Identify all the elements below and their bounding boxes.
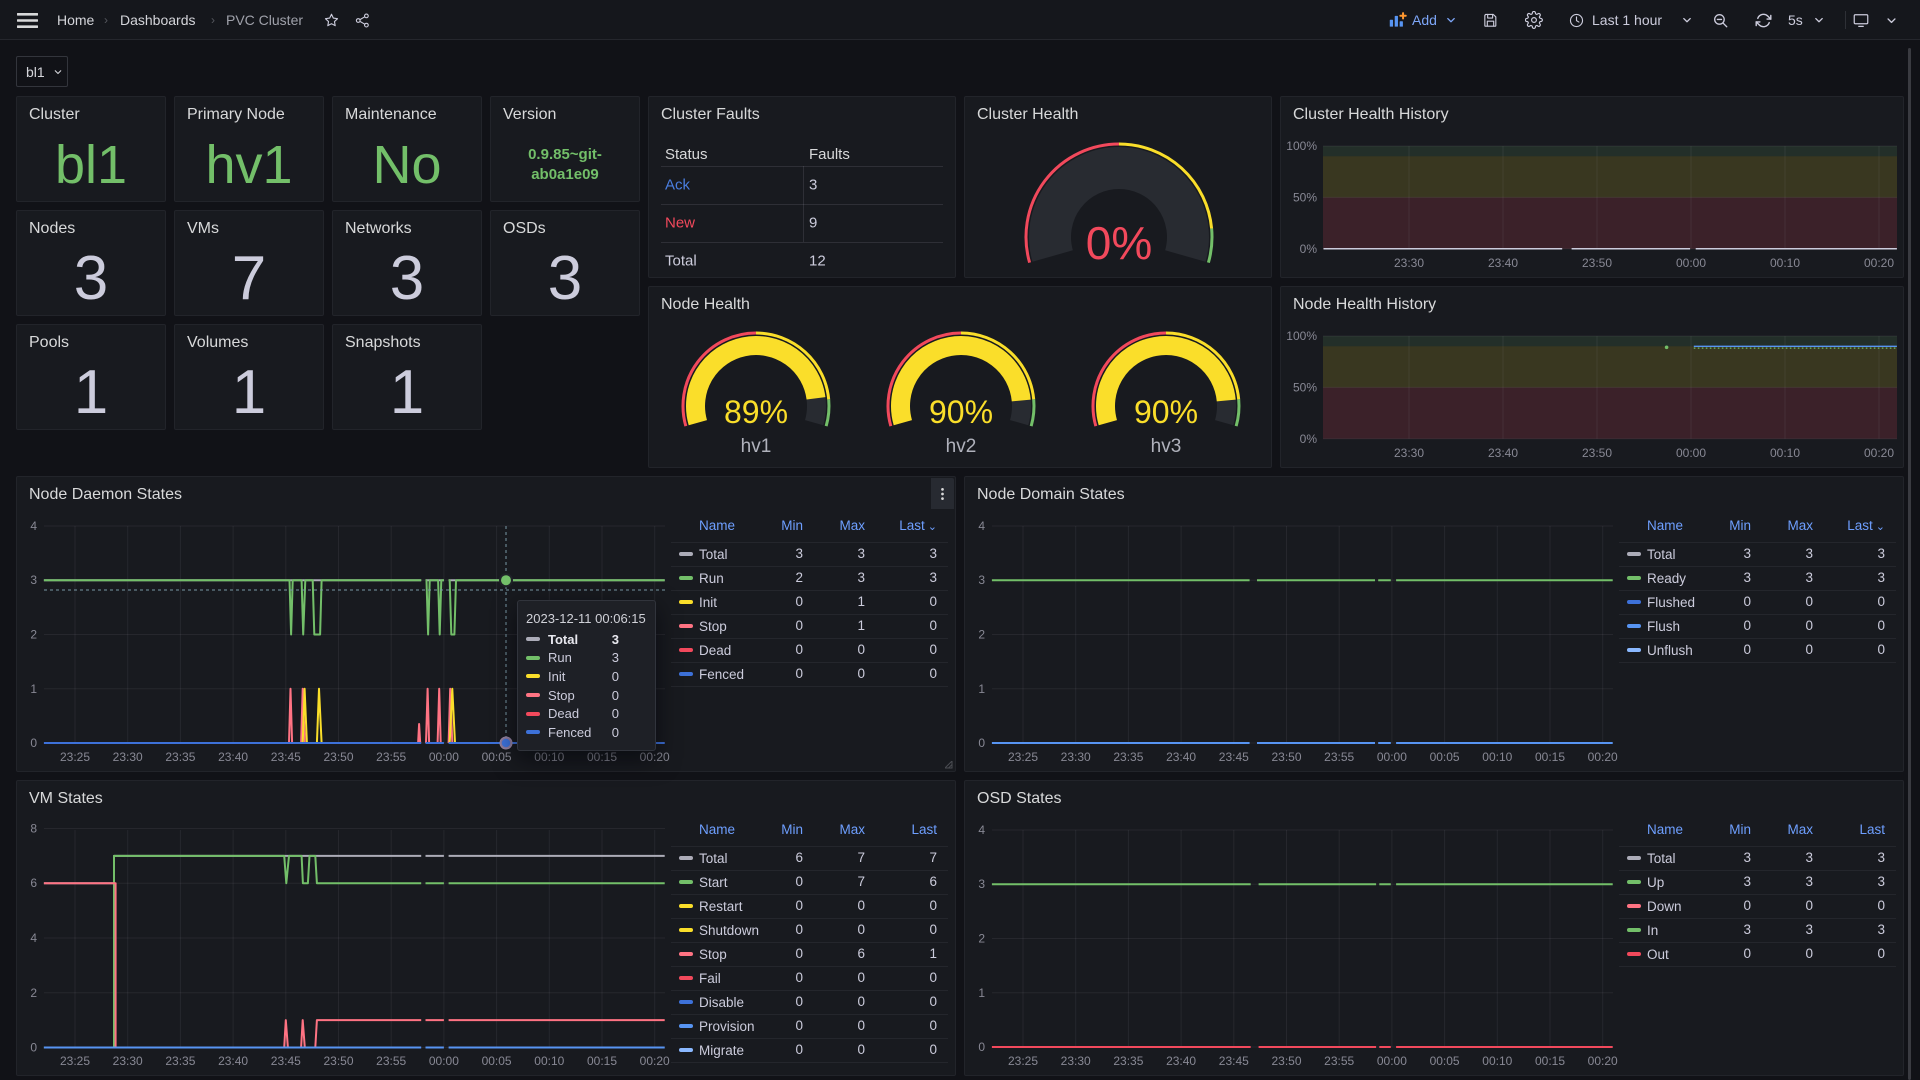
svg-text:50%: 50% xyxy=(1293,190,1317,204)
svg-text:0: 0 xyxy=(30,736,37,750)
svg-text:4: 4 xyxy=(30,931,37,945)
svg-text:23:40: 23:40 xyxy=(218,750,248,764)
svg-text:00:20: 00:20 xyxy=(1588,1054,1618,1068)
svg-text:23:40: 23:40 xyxy=(1166,750,1196,764)
svg-text:23:45: 23:45 xyxy=(1219,750,1249,764)
svg-text:4: 4 xyxy=(978,519,985,533)
svg-text:1: 1 xyxy=(30,682,37,696)
svg-text:23:45: 23:45 xyxy=(271,750,301,764)
svg-text:00:20: 00:20 xyxy=(640,1054,670,1068)
svg-text:23:35: 23:35 xyxy=(165,750,195,764)
svg-text:23:40: 23:40 xyxy=(218,1054,248,1068)
svg-text:23:45: 23:45 xyxy=(1219,1054,1249,1068)
svg-text:00:05: 00:05 xyxy=(482,1054,512,1068)
svg-text:23:55: 23:55 xyxy=(376,750,406,764)
svg-text:23:40: 23:40 xyxy=(1166,1054,1196,1068)
svg-text:23:35: 23:35 xyxy=(1113,750,1143,764)
svg-text:0%: 0% xyxy=(1086,217,1152,269)
svg-text:00:20: 00:20 xyxy=(1864,446,1894,460)
svg-text:00:15: 00:15 xyxy=(587,750,617,764)
svg-text:00:00: 00:00 xyxy=(429,1054,459,1068)
svg-text:23:30: 23:30 xyxy=(113,1054,143,1068)
svg-text:0: 0 xyxy=(978,736,985,750)
svg-text:00:10: 00:10 xyxy=(1482,1054,1512,1068)
svg-text:23:50: 23:50 xyxy=(1582,256,1612,270)
svg-text:0: 0 xyxy=(978,1040,985,1054)
svg-text:2: 2 xyxy=(30,986,37,1000)
svg-text:00:00: 00:00 xyxy=(1377,750,1407,764)
svg-text:0%: 0% xyxy=(1300,432,1318,446)
svg-text:00:15: 00:15 xyxy=(1535,1054,1565,1068)
svg-text:4: 4 xyxy=(30,519,37,533)
svg-text:23:50: 23:50 xyxy=(323,750,353,764)
svg-text:hv3: hv3 xyxy=(1151,436,1182,457)
svg-text:00:20: 00:20 xyxy=(1864,256,1894,270)
svg-text:8: 8 xyxy=(30,822,37,836)
svg-text:hv1: hv1 xyxy=(741,436,772,457)
svg-text:23:30: 23:30 xyxy=(113,750,143,764)
svg-text:3: 3 xyxy=(978,877,985,891)
svg-text:90%: 90% xyxy=(1134,394,1198,430)
svg-text:23:50: 23:50 xyxy=(1271,1054,1301,1068)
svg-text:23:55: 23:55 xyxy=(1324,750,1354,764)
svg-text:0: 0 xyxy=(30,1041,37,1055)
svg-text:2: 2 xyxy=(978,628,985,642)
svg-text:23:45: 23:45 xyxy=(271,1054,301,1068)
svg-text:23:40: 23:40 xyxy=(1488,446,1518,460)
svg-text:3: 3 xyxy=(978,573,985,587)
svg-text:00:00: 00:00 xyxy=(429,750,459,764)
svg-text:00:10: 00:10 xyxy=(534,750,564,764)
svg-text:0%: 0% xyxy=(1300,242,1318,256)
svg-text:00:10: 00:10 xyxy=(1770,256,1800,270)
svg-text:100%: 100% xyxy=(1286,139,1317,153)
svg-text:23:25: 23:25 xyxy=(60,1054,90,1068)
svg-text:00:05: 00:05 xyxy=(1430,750,1460,764)
svg-text:23:30: 23:30 xyxy=(1394,446,1424,460)
svg-text:3: 3 xyxy=(30,573,37,587)
svg-text:89%: 89% xyxy=(724,394,788,430)
svg-text:23:35: 23:35 xyxy=(1113,1054,1143,1068)
svg-text:2: 2 xyxy=(30,628,37,642)
svg-text:23:40: 23:40 xyxy=(1488,256,1518,270)
svg-text:00:00: 00:00 xyxy=(1676,446,1706,460)
svg-text:1: 1 xyxy=(978,986,985,1000)
svg-text:00:15: 00:15 xyxy=(1535,750,1565,764)
svg-text:00:00: 00:00 xyxy=(1676,256,1706,270)
svg-text:90%: 90% xyxy=(929,394,993,430)
svg-text:2: 2 xyxy=(978,932,985,946)
svg-text:4: 4 xyxy=(978,823,985,837)
svg-text:23:25: 23:25 xyxy=(1008,750,1038,764)
svg-text:100%: 100% xyxy=(1286,329,1317,343)
svg-text:23:35: 23:35 xyxy=(165,1054,195,1068)
svg-text:00:20: 00:20 xyxy=(640,750,670,764)
svg-text:00:00: 00:00 xyxy=(1377,1054,1407,1068)
svg-text:00:10: 00:10 xyxy=(534,1054,564,1068)
svg-text:23:30: 23:30 xyxy=(1061,750,1091,764)
svg-text:00:20: 00:20 xyxy=(1588,750,1618,764)
svg-text:23:50: 23:50 xyxy=(1271,750,1301,764)
svg-text:00:05: 00:05 xyxy=(1430,1054,1460,1068)
svg-text:6: 6 xyxy=(30,876,37,890)
svg-text:00:15: 00:15 xyxy=(587,1054,617,1068)
svg-text:23:50: 23:50 xyxy=(1582,446,1612,460)
svg-text:23:55: 23:55 xyxy=(1324,1054,1354,1068)
svg-text:23:50: 23:50 xyxy=(323,1054,353,1068)
svg-text:23:55: 23:55 xyxy=(376,1054,406,1068)
svg-text:hv2: hv2 xyxy=(946,436,977,457)
svg-text:00:10: 00:10 xyxy=(1482,750,1512,764)
svg-text:00:10: 00:10 xyxy=(1770,446,1800,460)
svg-text:23:30: 23:30 xyxy=(1061,1054,1091,1068)
svg-text:23:25: 23:25 xyxy=(60,750,90,764)
svg-text:00:05: 00:05 xyxy=(482,750,512,764)
svg-text:23:30: 23:30 xyxy=(1394,256,1424,270)
svg-text:1: 1 xyxy=(978,682,985,696)
svg-text:23:25: 23:25 xyxy=(1008,1054,1038,1068)
svg-text:50%: 50% xyxy=(1293,380,1317,394)
